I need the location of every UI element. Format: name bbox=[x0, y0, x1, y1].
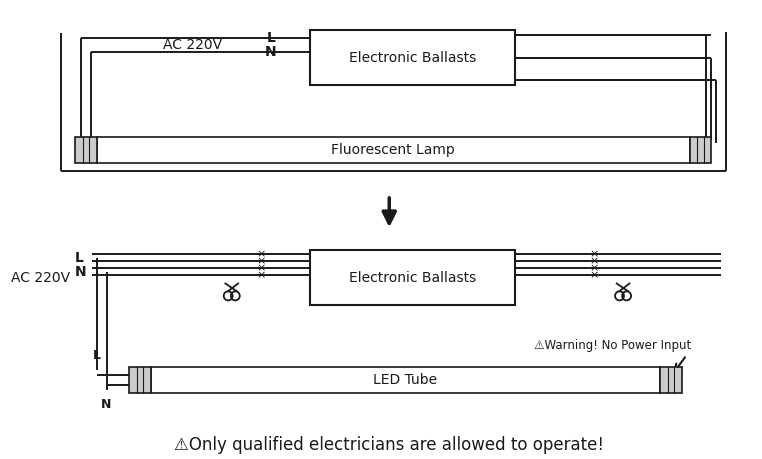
Text: L: L bbox=[93, 349, 101, 362]
Text: ⚠Only qualified electricians are allowed to operate!: ⚠Only qualified electricians are allowed… bbox=[174, 436, 604, 454]
Bar bbox=[129, 367, 151, 393]
Text: ×: × bbox=[589, 249, 598, 259]
Bar bbox=[75, 137, 97, 163]
Bar bbox=[690, 137, 711, 163]
Bar bbox=[151, 367, 660, 393]
Text: ×: × bbox=[256, 270, 266, 280]
Bar bbox=[310, 30, 515, 85]
Text: ×: × bbox=[589, 263, 598, 273]
Bar bbox=[97, 137, 690, 163]
Bar bbox=[310, 250, 515, 305]
Text: Electronic Ballasts: Electronic Ballasts bbox=[349, 270, 476, 285]
Text: Electronic Ballasts: Electronic Ballasts bbox=[349, 50, 476, 65]
Text: ⚠Warning! No Power Input: ⚠Warning! No Power Input bbox=[534, 338, 692, 352]
Text: ×: × bbox=[256, 249, 266, 259]
Text: ×: × bbox=[256, 263, 266, 273]
Text: L: L bbox=[267, 31, 275, 45]
Text: AC 220V: AC 220V bbox=[163, 38, 222, 52]
Text: Fluorescent Lamp: Fluorescent Lamp bbox=[331, 143, 455, 157]
Text: ×: × bbox=[589, 256, 598, 266]
Text: N: N bbox=[75, 265, 87, 279]
Text: L: L bbox=[75, 251, 84, 265]
Text: ×: × bbox=[256, 256, 266, 266]
Bar bbox=[660, 367, 682, 393]
Text: LED Tube: LED Tube bbox=[373, 373, 437, 387]
Text: N: N bbox=[101, 398, 112, 411]
Text: N: N bbox=[265, 45, 277, 59]
Text: ×: × bbox=[589, 270, 598, 280]
Text: AC 220V: AC 220V bbox=[11, 270, 70, 285]
